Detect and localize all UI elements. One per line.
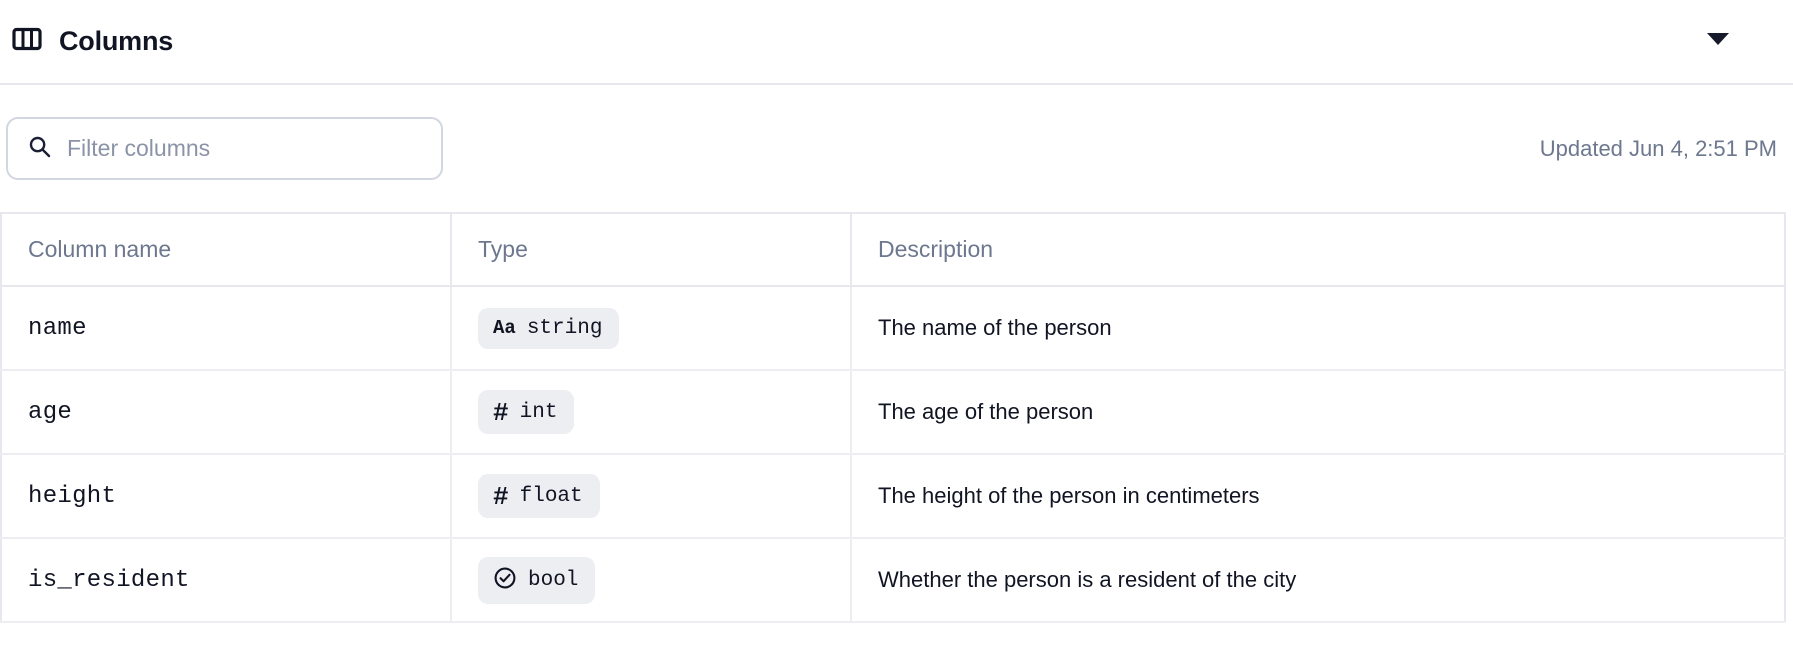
type-badge: # int	[478, 390, 575, 434]
updated-timestamp: Updated Jun 4, 2:51 PM	[1539, 135, 1777, 161]
hash-icon: #	[493, 482, 509, 512]
search-icon	[28, 135, 51, 163]
cell-column-description: The height of the person in centimeters	[851, 454, 1785, 539]
collapse-panel-button[interactable]	[1691, 15, 1745, 69]
columns-table-body: name Aa string The name of the person ag…	[1, 286, 1785, 623]
type-badge: Aa string	[478, 307, 620, 349]
column-header-type[interactable]: Type	[451, 213, 852, 287]
columns-table: Column name Type Description name Aa str…	[0, 212, 1786, 623]
type-badge: # float	[478, 474, 600, 518]
hash-icon: #	[493, 398, 509, 428]
panel-header-left: Columns	[12, 26, 1691, 57]
column-header-name[interactable]: Column name	[1, 213, 452, 287]
columns-table-head: Column name Type Description	[1, 213, 1785, 287]
cell-column-name: height	[1, 454, 452, 539]
table-row[interactable]: name Aa string The name of the person	[1, 286, 1785, 371]
type-badge: bool	[478, 556, 596, 604]
cell-column-description: Whether the person is a resident of the …	[851, 538, 1785, 623]
cell-column-type: bool	[451, 538, 852, 623]
filter-columns-box[interactable]	[6, 117, 443, 180]
page-title: Columns	[59, 26, 174, 56]
check-circle-icon	[493, 566, 517, 595]
type-badge-label: int	[519, 400, 558, 424]
cell-column-description: The age of the person	[851, 370, 1785, 455]
cell-column-type: # int	[451, 370, 852, 455]
columns-icon	[12, 26, 42, 57]
cell-column-name: is_resident	[1, 538, 452, 623]
cell-column-description: The name of the person	[851, 286, 1785, 371]
cell-column-name: name	[1, 286, 452, 371]
type-badge-label: float	[519, 484, 583, 508]
table-header-row: Column name Type Description	[1, 213, 1785, 287]
type-badge-label: bool	[528, 568, 579, 592]
column-header-description[interactable]: Description	[851, 213, 1785, 287]
cell-column-type: # float	[451, 454, 852, 539]
caret-down-icon	[1706, 32, 1730, 51]
columns-panel-header: Columns	[0, 0, 1793, 85]
type-badge-label: string	[526, 316, 603, 340]
cell-column-name: age	[1, 370, 452, 455]
text-aa-icon: Aa	[493, 316, 516, 339]
table-row[interactable]: is_resident bool Whether the person is a…	[1, 538, 1785, 623]
columns-toolbar: Updated Jun 4, 2:51 PM	[0, 85, 1793, 212]
cell-column-type: Aa string	[451, 286, 852, 371]
filter-columns-input[interactable]	[67, 135, 423, 162]
table-row[interactable]: age # int The age of the person	[1, 370, 1785, 455]
table-row[interactable]: height # float The height of the person …	[1, 454, 1785, 539]
